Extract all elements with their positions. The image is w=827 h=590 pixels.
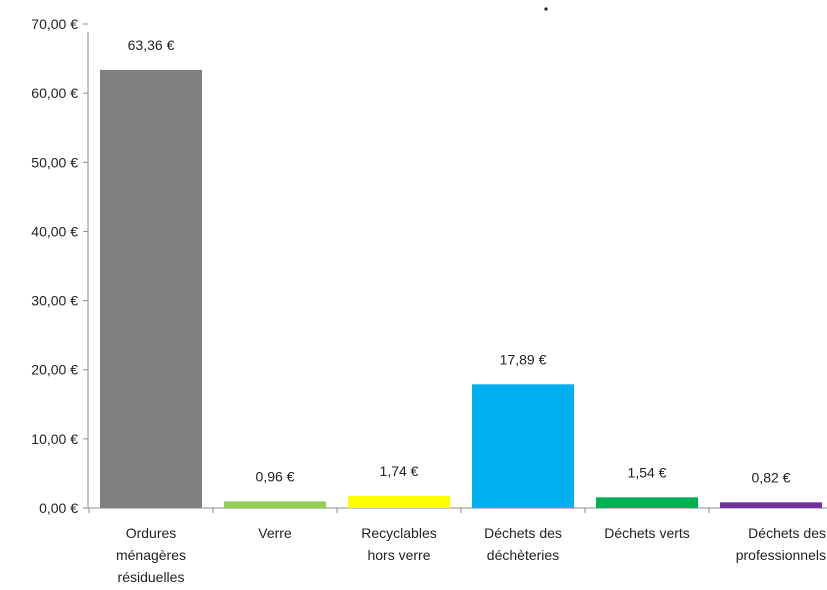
x-category-label: Ordures — [126, 525, 177, 541]
bar — [596, 497, 698, 508]
y-ticks: 0,00 € 10,00 € 20,00 € 30,00 € 40,00 € 50,00 … — [31, 16, 710, 516]
x-category-label: ménagères — [116, 547, 186, 563]
x-category-label: professionnels — [736, 547, 826, 563]
bar — [100, 69, 202, 508]
y-tick-label: 40,00 € — [31, 223, 78, 239]
y-tick-label: 70,00 € — [31, 16, 78, 32]
bar-value-label: 1,74 € — [380, 463, 419, 479]
x-category-label: déchèteries — [487, 547, 559, 563]
bar-value-label: 17,89 € — [500, 351, 547, 367]
bars — [100, 69, 822, 508]
x-category-label: Verre — [258, 525, 292, 541]
bar-value-label: 0,82 € — [752, 469, 791, 485]
category-labels: Ordures ménagères résiduelles Verre Recyclab… — [116, 525, 826, 585]
bar — [720, 502, 822, 508]
stray-dot-mark — [544, 7, 548, 11]
y-tick-label: 50,00 € — [31, 154, 78, 170]
value-labels: 63,36 € 0,96 € 1,74 € 17,89 € 1,54 € 0,82 € — [128, 37, 791, 485]
x-category-label: hors verre — [367, 547, 430, 563]
y-tick-label: 10,00 € — [31, 431, 78, 447]
x-category-label: Déchets verts — [604, 525, 690, 541]
y-tick-label: 0,00 € — [39, 500, 78, 516]
y-tick-label: 60,00 € — [31, 85, 78, 101]
x-category-label: résiduelles — [118, 569, 185, 585]
bar-value-label: 1,54 € — [628, 464, 667, 480]
bar-value-label: 0,96 € — [256, 468, 295, 484]
x-category-label: Recyclables — [361, 525, 436, 541]
bar — [348, 495, 450, 508]
y-tick-label: 20,00 € — [31, 362, 78, 378]
bar — [472, 384, 574, 508]
x-category-label: Déchets des — [484, 525, 562, 541]
x-category-label: Déchets des — [748, 525, 826, 541]
y-tick-label: 30,00 € — [31, 293, 78, 309]
bar — [224, 501, 326, 508]
bar-value-label: 63,36 € — [128, 37, 175, 53]
